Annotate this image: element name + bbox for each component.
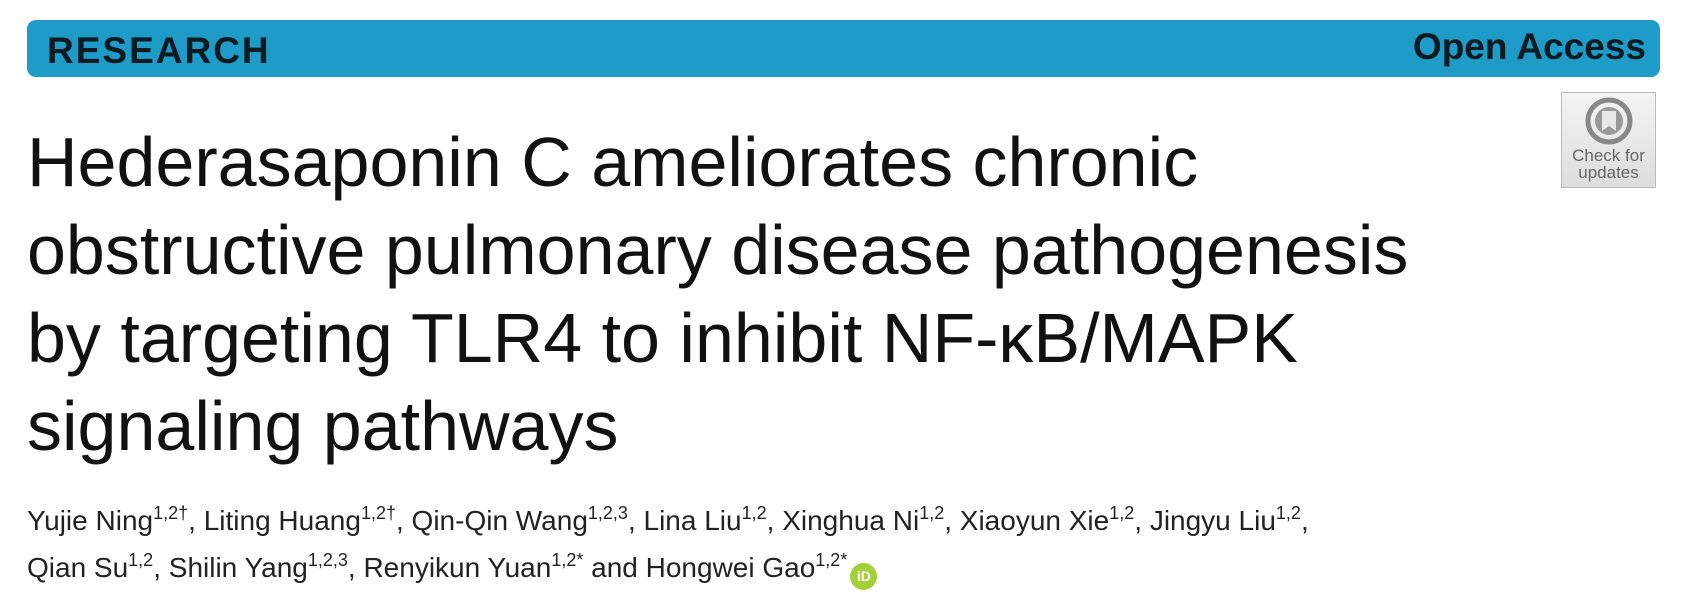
open-access[interactable]: Open Access xyxy=(1412,26,1646,67)
affiliation: 1,2* xyxy=(551,550,584,570)
affiliation: 1,2 xyxy=(1275,503,1301,523)
separator: , xyxy=(1300,505,1309,536)
separator: , xyxy=(944,505,960,536)
separator: , xyxy=(153,552,169,583)
affiliation: 1,2 xyxy=(128,550,154,570)
author-line: Yujie Ning1,2†, Liting Huang1,2†, Qin-Qi… xyxy=(27,497,1309,544)
affiliation: 1,2,3 xyxy=(587,503,628,523)
title-line: obstructive pulmonary disease pathogenes… xyxy=(27,211,1409,289)
affiliation: 1,2† xyxy=(153,503,189,523)
separator: , xyxy=(188,505,204,536)
banner: RESEARCH Open Access xyxy=(27,20,1660,77)
affiliation: 1,2 xyxy=(1109,503,1135,523)
author-name: Liting Huang xyxy=(203,505,361,536)
author-name: Xinghua Ni xyxy=(782,505,920,536)
author-name: Qian Su xyxy=(27,552,129,583)
separator: , xyxy=(1134,505,1150,536)
author-name: Hongwei Gao xyxy=(645,552,816,583)
author-name: Qin-Qin Wang xyxy=(411,505,588,536)
title-line: signaling pathways xyxy=(27,387,619,465)
article-title: Hederasaponin C ameliorates chronic obstr… xyxy=(27,118,1408,470)
affiliation: 1,2† xyxy=(360,503,396,523)
badge-text: Check for updates xyxy=(1572,146,1645,182)
author-list: Yujie Ning1,2†, Liting Huang1,2†, Qin-Qi… xyxy=(27,497,1309,591)
author-name: Jingyu Liu xyxy=(1149,505,1276,536)
author-line: Qian Su1,2, Shilin Yang1,2,3, Renyikun Y… xyxy=(27,544,1309,591)
separator: , xyxy=(766,505,783,536)
author-name: Lina Liu xyxy=(643,505,742,536)
affiliation: 1,2 xyxy=(919,503,945,523)
title-line: Hederasaponin C ameliorates chronic xyxy=(27,123,1199,201)
author-name: Xiaoyun Xie xyxy=(959,505,1110,536)
author-name: Yujie Ning xyxy=(27,505,154,536)
article-type: RESEARCH xyxy=(47,30,271,71)
affiliation: 1,2 xyxy=(741,503,767,523)
orcid-icon[interactable]: iD xyxy=(850,563,878,590)
separator: and xyxy=(583,552,646,583)
separator: , xyxy=(347,552,364,583)
title-line: by targeting TLR4 to inhibit NF-κB/MAPK xyxy=(27,299,1298,377)
check-updates-badge[interactable]: Check for updates xyxy=(1561,92,1656,188)
separator: , xyxy=(627,505,644,536)
author-name: Renyikun Yuan xyxy=(363,552,552,583)
badge-icon xyxy=(1585,97,1632,145)
affiliation: 1,2,3 xyxy=(307,550,348,570)
separator: , xyxy=(395,505,412,536)
author-name: Shilin Yang xyxy=(168,552,308,583)
affiliation: 1,2* xyxy=(815,550,848,570)
